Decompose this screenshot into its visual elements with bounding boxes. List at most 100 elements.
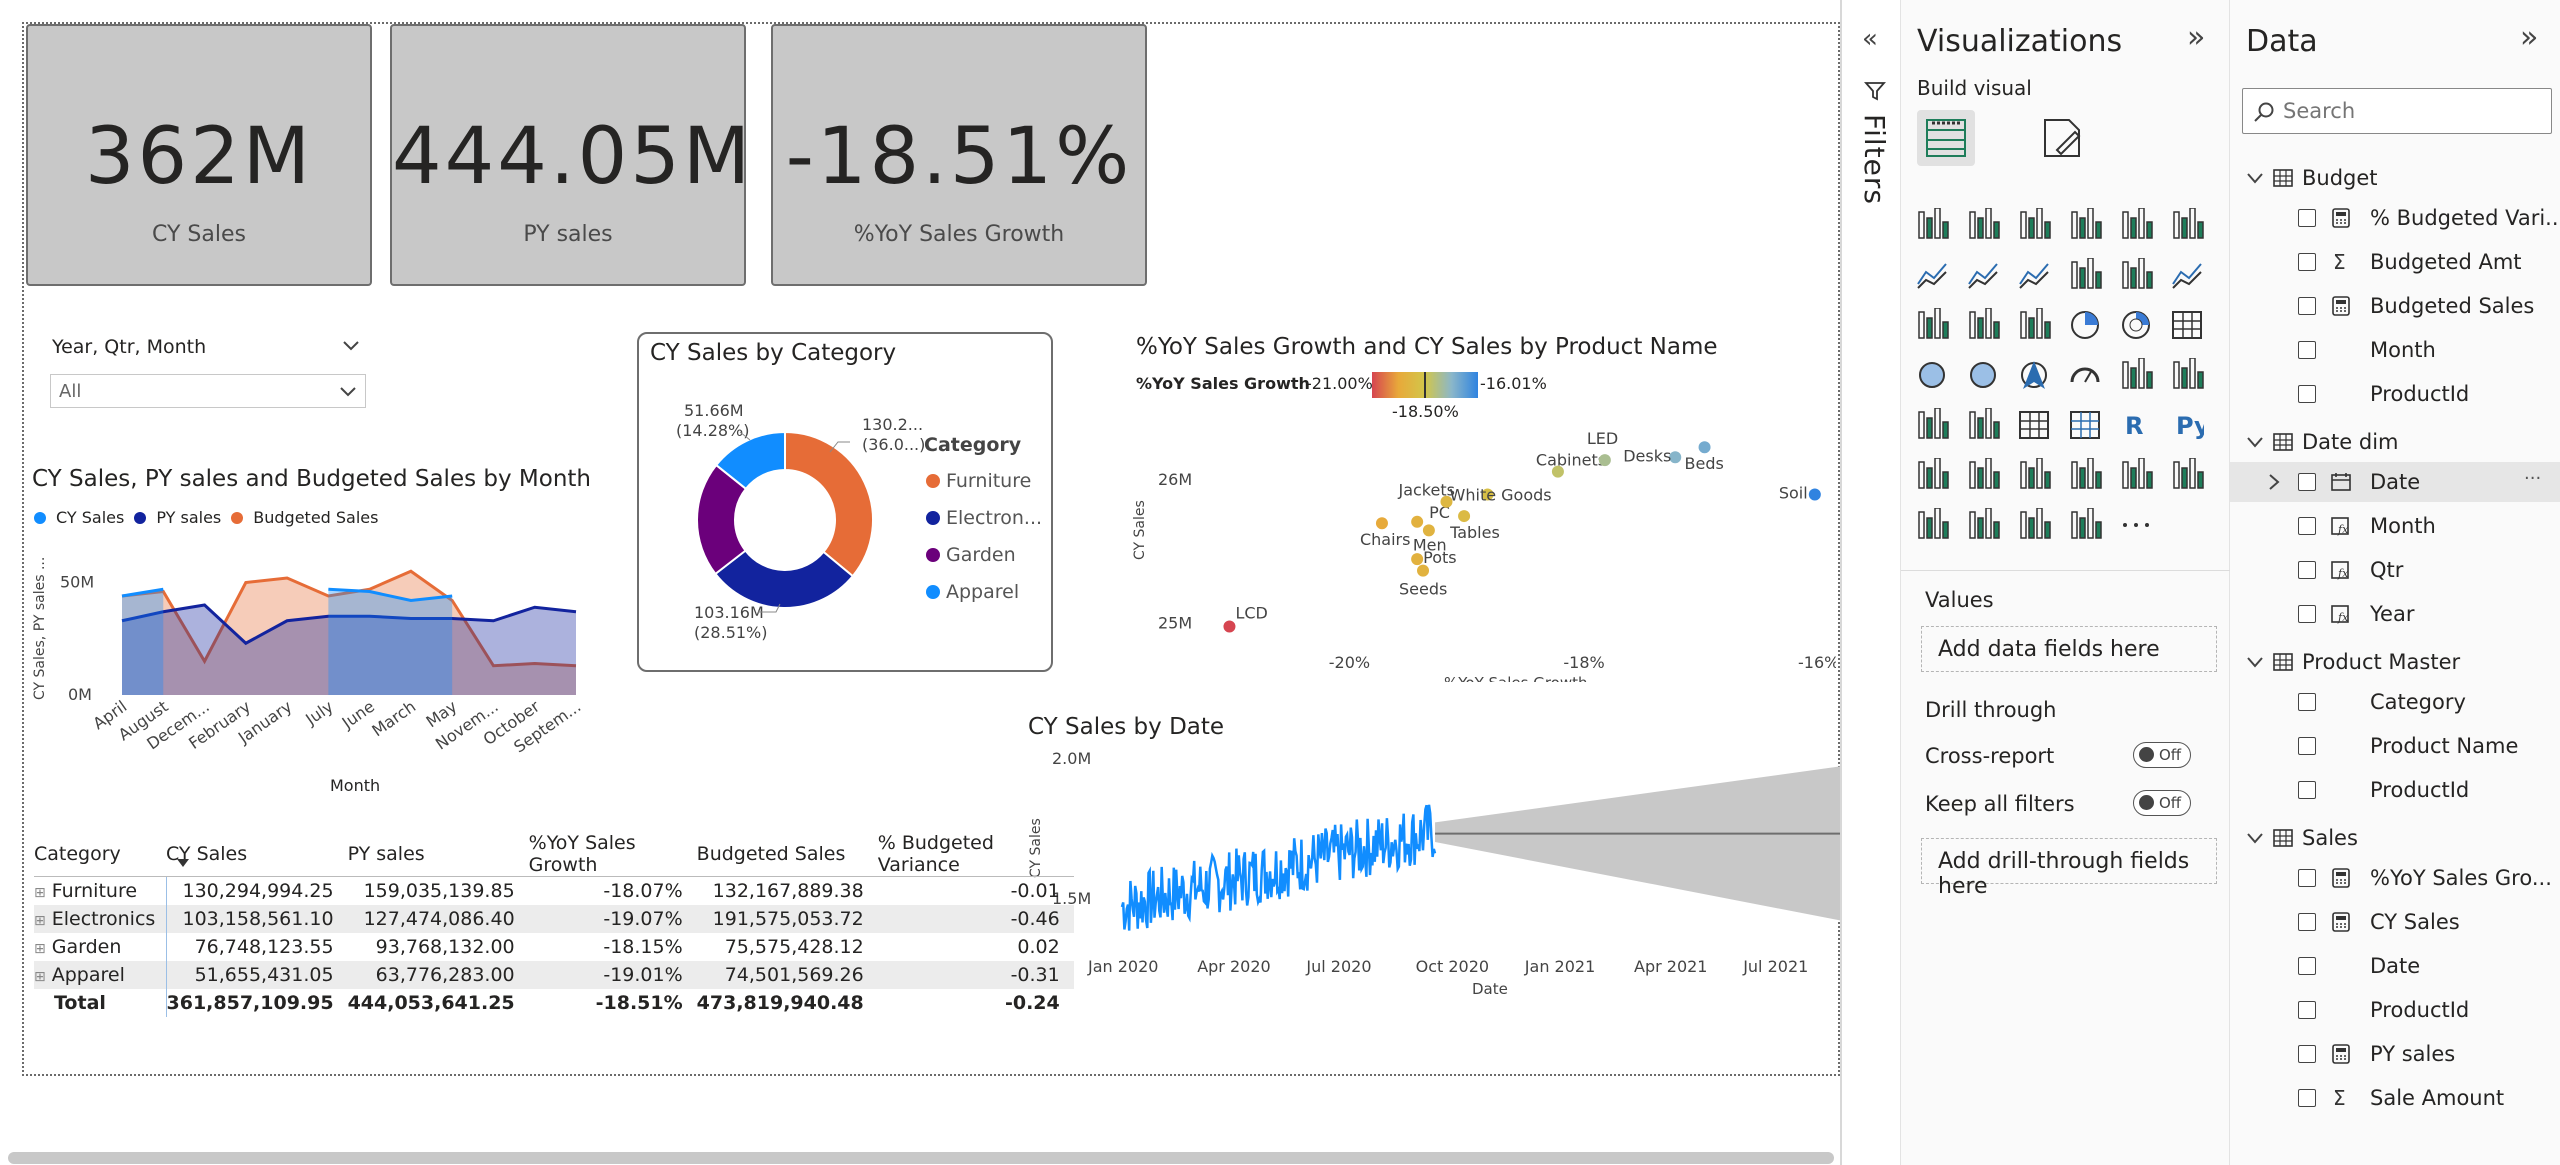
python-visual-icon[interactable]: Py: [2170, 408, 2204, 442]
column-header[interactable]: % Budgeted Variance: [877, 832, 1074, 877]
r-visual-icon[interactable]: R: [2119, 408, 2153, 442]
stacked-area-icon[interactable]: [2017, 258, 2051, 292]
filled-map-icon[interactable]: [1966, 358, 2000, 392]
slicer-icon[interactable]: [1966, 408, 2000, 442]
horizontal-scrollbar[interactable]: [8, 1152, 1834, 1164]
field-checkbox[interactable]: [2298, 473, 2316, 491]
field-item[interactable]: Budgeted Sales: [2230, 286, 2560, 326]
field-checkbox[interactable]: [2298, 693, 2316, 711]
line-column-icon[interactable]: [2068, 258, 2102, 292]
legend-item[interactable]: Garden: [926, 536, 1042, 573]
field-item[interactable]: Σ Budgeted Amt: [2230, 242, 2560, 282]
field-checkbox[interactable]: [2298, 561, 2316, 579]
kpi-card-cy-sales[interactable]: 362M CY Sales: [26, 24, 372, 286]
legend-item[interactable]: Electron...: [926, 499, 1042, 536]
legend-item[interactable]: Furniture: [926, 462, 1042, 499]
table-icon[interactable]: [2017, 408, 2051, 442]
field-checkbox[interactable]: [2298, 957, 2316, 975]
data-point[interactable]: [1411, 515, 1424, 528]
series-line-cy-sales[interactable]: [121, 587, 164, 598]
data-point[interactable]: [1669, 451, 1682, 464]
table-row[interactable]: ⊞ Garden 76,748,123.55 93,768,132.00 -18.15%…: [34, 932, 1074, 961]
field-item[interactable]: ··· Date: [2230, 462, 2560, 502]
data-point[interactable]: [1417, 564, 1430, 577]
kpi-card-py-sales[interactable]: 444.05M PY sales: [390, 24, 750, 286]
kpi-card-yoy-growth[interactable]: -18.51% %YoY Sales Growth: [771, 24, 1147, 286]
field-item[interactable]: ProductId: [2230, 990, 2560, 1030]
column-header[interactable]: CY Sales: [166, 832, 348, 877]
field-item[interactable]: %YoY Sales Gro...: [2230, 858, 2560, 898]
keep-filters-toggle[interactable]: Off: [2133, 790, 2191, 816]
column-header[interactable]: PY sales: [347, 832, 529, 877]
key-influencers-icon[interactable]: [1915, 458, 1949, 492]
data-search-box[interactable]: [2242, 88, 2552, 134]
azure-map-icon[interactable]: [2017, 358, 2051, 392]
data-point[interactable]: [1411, 553, 1424, 566]
expand-row-icon[interactable]: ⊞: [34, 884, 46, 901]
ribbon-icon[interactable]: [2170, 258, 2204, 292]
field-checkbox[interactable]: [2298, 297, 2316, 315]
legend-item[interactable]: Apparel: [926, 573, 1042, 610]
column-header[interactable]: %YoY Sales Growth: [528, 832, 697, 877]
decomposition-tree-icon[interactable]: [1966, 458, 2000, 492]
field-checkbox[interactable]: [2298, 253, 2316, 271]
smart-narrative-icon[interactable]: [2068, 458, 2102, 492]
treemap-icon[interactable]: [2170, 308, 2204, 342]
chevron-down-icon[interactable]: [2246, 436, 2264, 450]
field-checkbox[interactable]: [2298, 517, 2316, 535]
table-node-sales[interactable]: Sales: [2230, 820, 2560, 856]
qa-icon[interactable]: [2017, 458, 2051, 492]
table-row[interactable]: ⊞ Apparel 51,655,431.05 63,776,283.00 -19.01…: [34, 960, 1074, 989]
power-automate-icon[interactable]: [1966, 508, 2000, 542]
donut-chart[interactable]: 130.2...(36.0...) 103.16M(28.51%) 51.66M(1…: [640, 380, 940, 650]
map-icon[interactable]: [1915, 358, 1949, 392]
table-node-budget[interactable]: Budget: [2230, 160, 2560, 196]
field-item[interactable]: PY sales: [2230, 1034, 2560, 1074]
field-checkbox[interactable]: [2298, 1001, 2316, 1019]
add-data-fields-well[interactable]: Add data fields here: [1921, 626, 2217, 672]
field-checkbox[interactable]: [2298, 1089, 2316, 1107]
field-item[interactable]: CY Sales: [2230, 902, 2560, 942]
data-point[interactable]: [1375, 517, 1388, 530]
waterfall-icon[interactable]: [1915, 308, 1949, 342]
column-header[interactable]: Budgeted Sales: [696, 832, 878, 877]
total-row[interactable]: Total 361,857,109.95 444,053,641.25 -18.51%…: [34, 988, 1074, 1017]
donut-slice-apparel[interactable]: [714, 430, 786, 491]
field-item[interactable]: Category: [2230, 682, 2560, 722]
matrix-icon[interactable]: [2068, 408, 2102, 442]
field-checkbox[interactable]: [2298, 781, 2316, 799]
100-column-icon[interactable]: [2170, 208, 2204, 242]
data-point[interactable]: [1808, 488, 1821, 501]
gauge-icon[interactable]: [2068, 358, 2102, 392]
data-point[interactable]: [1422, 524, 1435, 537]
trophy-icon[interactable]: [2119, 458, 2153, 492]
donut-slice-furniture[interactable]: [784, 430, 874, 578]
field-item[interactable]: % Budgeted Vari...: [2230, 198, 2560, 238]
chevron-down-icon[interactable]: [2246, 172, 2264, 186]
chevron-down-icon[interactable]: [2246, 832, 2264, 846]
field-checkbox[interactable]: [2298, 209, 2316, 227]
field-checkbox[interactable]: [2298, 737, 2316, 755]
field-item[interactable]: fx Qtr: [2230, 550, 2560, 590]
expand-row-icon[interactable]: ⊞: [34, 940, 46, 957]
field-checkbox[interactable]: [2298, 1045, 2316, 1063]
add-drill-through-well[interactable]: Add drill-through fields here: [1921, 838, 2217, 899]
sort-descending-icon[interactable]: [176, 858, 190, 868]
more-icon[interactable]: [2119, 508, 2153, 542]
100-bar-icon[interactable]: [2119, 208, 2153, 242]
kpi-icon[interactable]: [1915, 408, 1949, 442]
field-item[interactable]: Product Name: [2230, 726, 2560, 766]
column-header[interactable]: Category: [34, 832, 166, 877]
donut-chart-frame[interactable]: [637, 332, 1053, 672]
filters-pane-collapsed[interactable]: « Filters: [1840, 0, 1900, 1165]
stacked-bar-icon[interactable]: [1915, 208, 1949, 242]
matrix-table[interactable]: Category CY Sales PY sales %YoY Sales Gr…: [34, 832, 1074, 1017]
field-item[interactable]: fx Month: [2230, 506, 2560, 546]
chevron-right-icon[interactable]: [2268, 473, 2280, 491]
cross-report-toggle[interactable]: Off: [2133, 742, 2191, 768]
table-node-product-master[interactable]: Product Master: [2230, 644, 2560, 680]
field-checkbox[interactable]: [2298, 869, 2316, 887]
data-point[interactable]: [1698, 441, 1711, 454]
slicer-dropdown[interactable]: All: [50, 374, 366, 408]
